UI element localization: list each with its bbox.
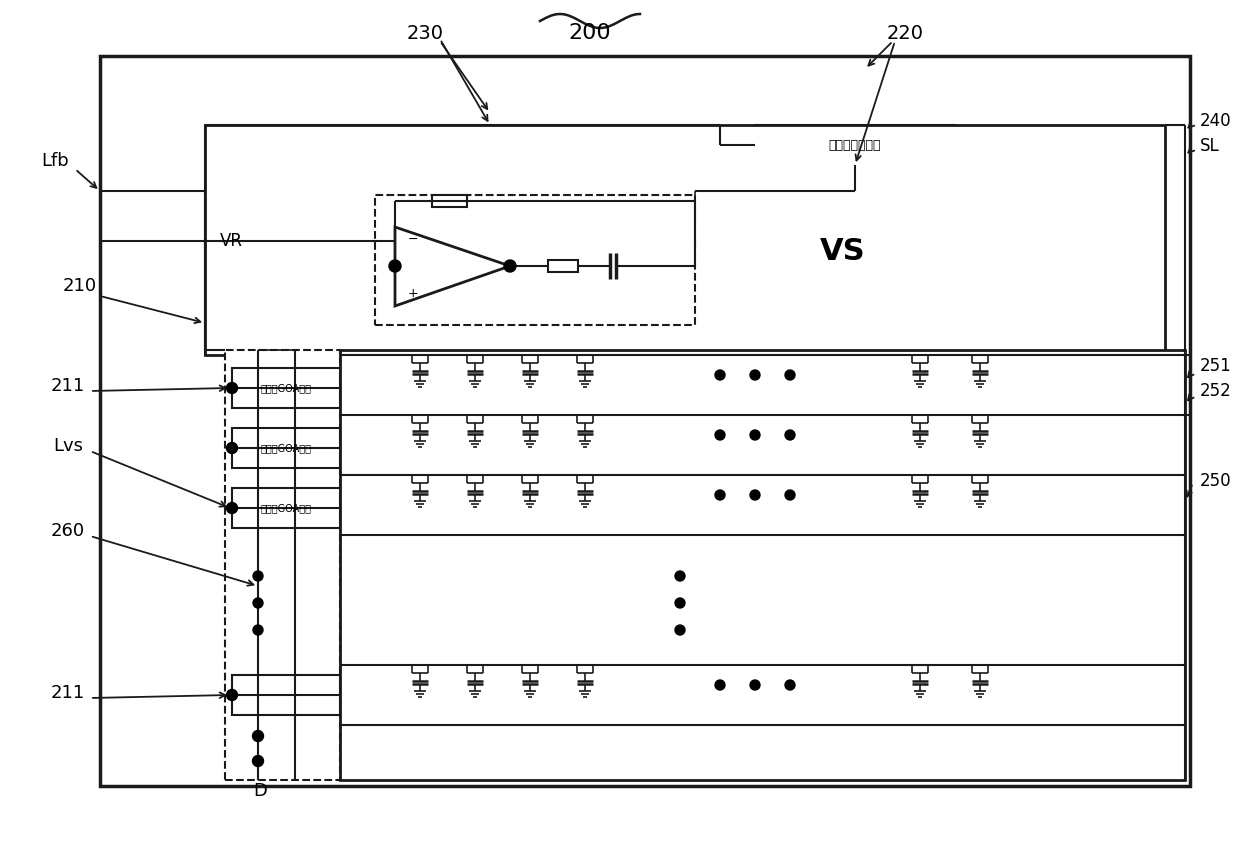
- Circle shape: [253, 598, 263, 608]
- Bar: [340, 350, 1185, 780]
- Circle shape: [389, 260, 401, 272]
- Text: −: −: [408, 232, 418, 246]
- Circle shape: [227, 442, 238, 453]
- Text: +: +: [408, 287, 418, 299]
- Text: D: D: [253, 782, 267, 800]
- Circle shape: [715, 490, 725, 500]
- Circle shape: [785, 370, 795, 380]
- Text: SL: SL: [1200, 137, 1220, 155]
- Text: 240: 240: [1200, 112, 1231, 130]
- Text: Lfb: Lfb: [41, 152, 69, 170]
- Circle shape: [785, 430, 795, 440]
- Polygon shape: [396, 227, 510, 306]
- Bar: [205, 125, 1166, 355]
- Text: 低电位提供单元: 低电位提供单元: [828, 139, 882, 151]
- Text: 230: 230: [407, 24, 444, 43]
- Bar: [224, 350, 340, 780]
- Text: 200: 200: [569, 23, 611, 43]
- Circle shape: [675, 625, 684, 635]
- Text: 250: 250: [1200, 472, 1231, 490]
- Text: 210: 210: [63, 277, 97, 295]
- Text: 251: 251: [1200, 357, 1231, 375]
- Circle shape: [227, 383, 238, 394]
- Circle shape: [715, 680, 725, 690]
- Bar: [432, 195, 467, 207]
- Circle shape: [503, 260, 516, 272]
- Bar: [232, 675, 340, 715]
- Bar: [548, 260, 578, 272]
- Text: 第二级GOA单元: 第二级GOA单元: [260, 443, 311, 453]
- Circle shape: [715, 370, 725, 380]
- Circle shape: [253, 755, 263, 766]
- Bar: [374, 195, 694, 325]
- Text: 第一级GOA单元: 第一级GOA单元: [260, 383, 311, 393]
- Text: 260: 260: [51, 522, 86, 540]
- Bar: [100, 56, 1190, 786]
- Text: VS: VS: [820, 236, 866, 266]
- Text: 211: 211: [51, 684, 86, 702]
- Circle shape: [227, 690, 238, 701]
- Circle shape: [227, 503, 238, 514]
- Text: 第三级GOA单元: 第三级GOA单元: [260, 503, 311, 513]
- Circle shape: [253, 571, 263, 581]
- Circle shape: [253, 731, 263, 742]
- Bar: [232, 368, 340, 408]
- Text: 252: 252: [1200, 382, 1231, 400]
- Bar: [755, 125, 955, 165]
- Text: 220: 220: [887, 24, 924, 43]
- Bar: [232, 428, 340, 468]
- Circle shape: [253, 625, 263, 635]
- Circle shape: [785, 680, 795, 690]
- Text: Lvs: Lvs: [53, 437, 83, 455]
- Bar: [232, 488, 340, 528]
- Circle shape: [750, 430, 760, 440]
- Circle shape: [675, 571, 684, 581]
- Text: VR: VR: [219, 232, 243, 250]
- Text: 211: 211: [51, 377, 86, 395]
- Circle shape: [675, 598, 684, 608]
- Circle shape: [750, 680, 760, 690]
- Circle shape: [750, 370, 760, 380]
- Circle shape: [750, 490, 760, 500]
- Circle shape: [715, 430, 725, 440]
- Circle shape: [785, 490, 795, 500]
